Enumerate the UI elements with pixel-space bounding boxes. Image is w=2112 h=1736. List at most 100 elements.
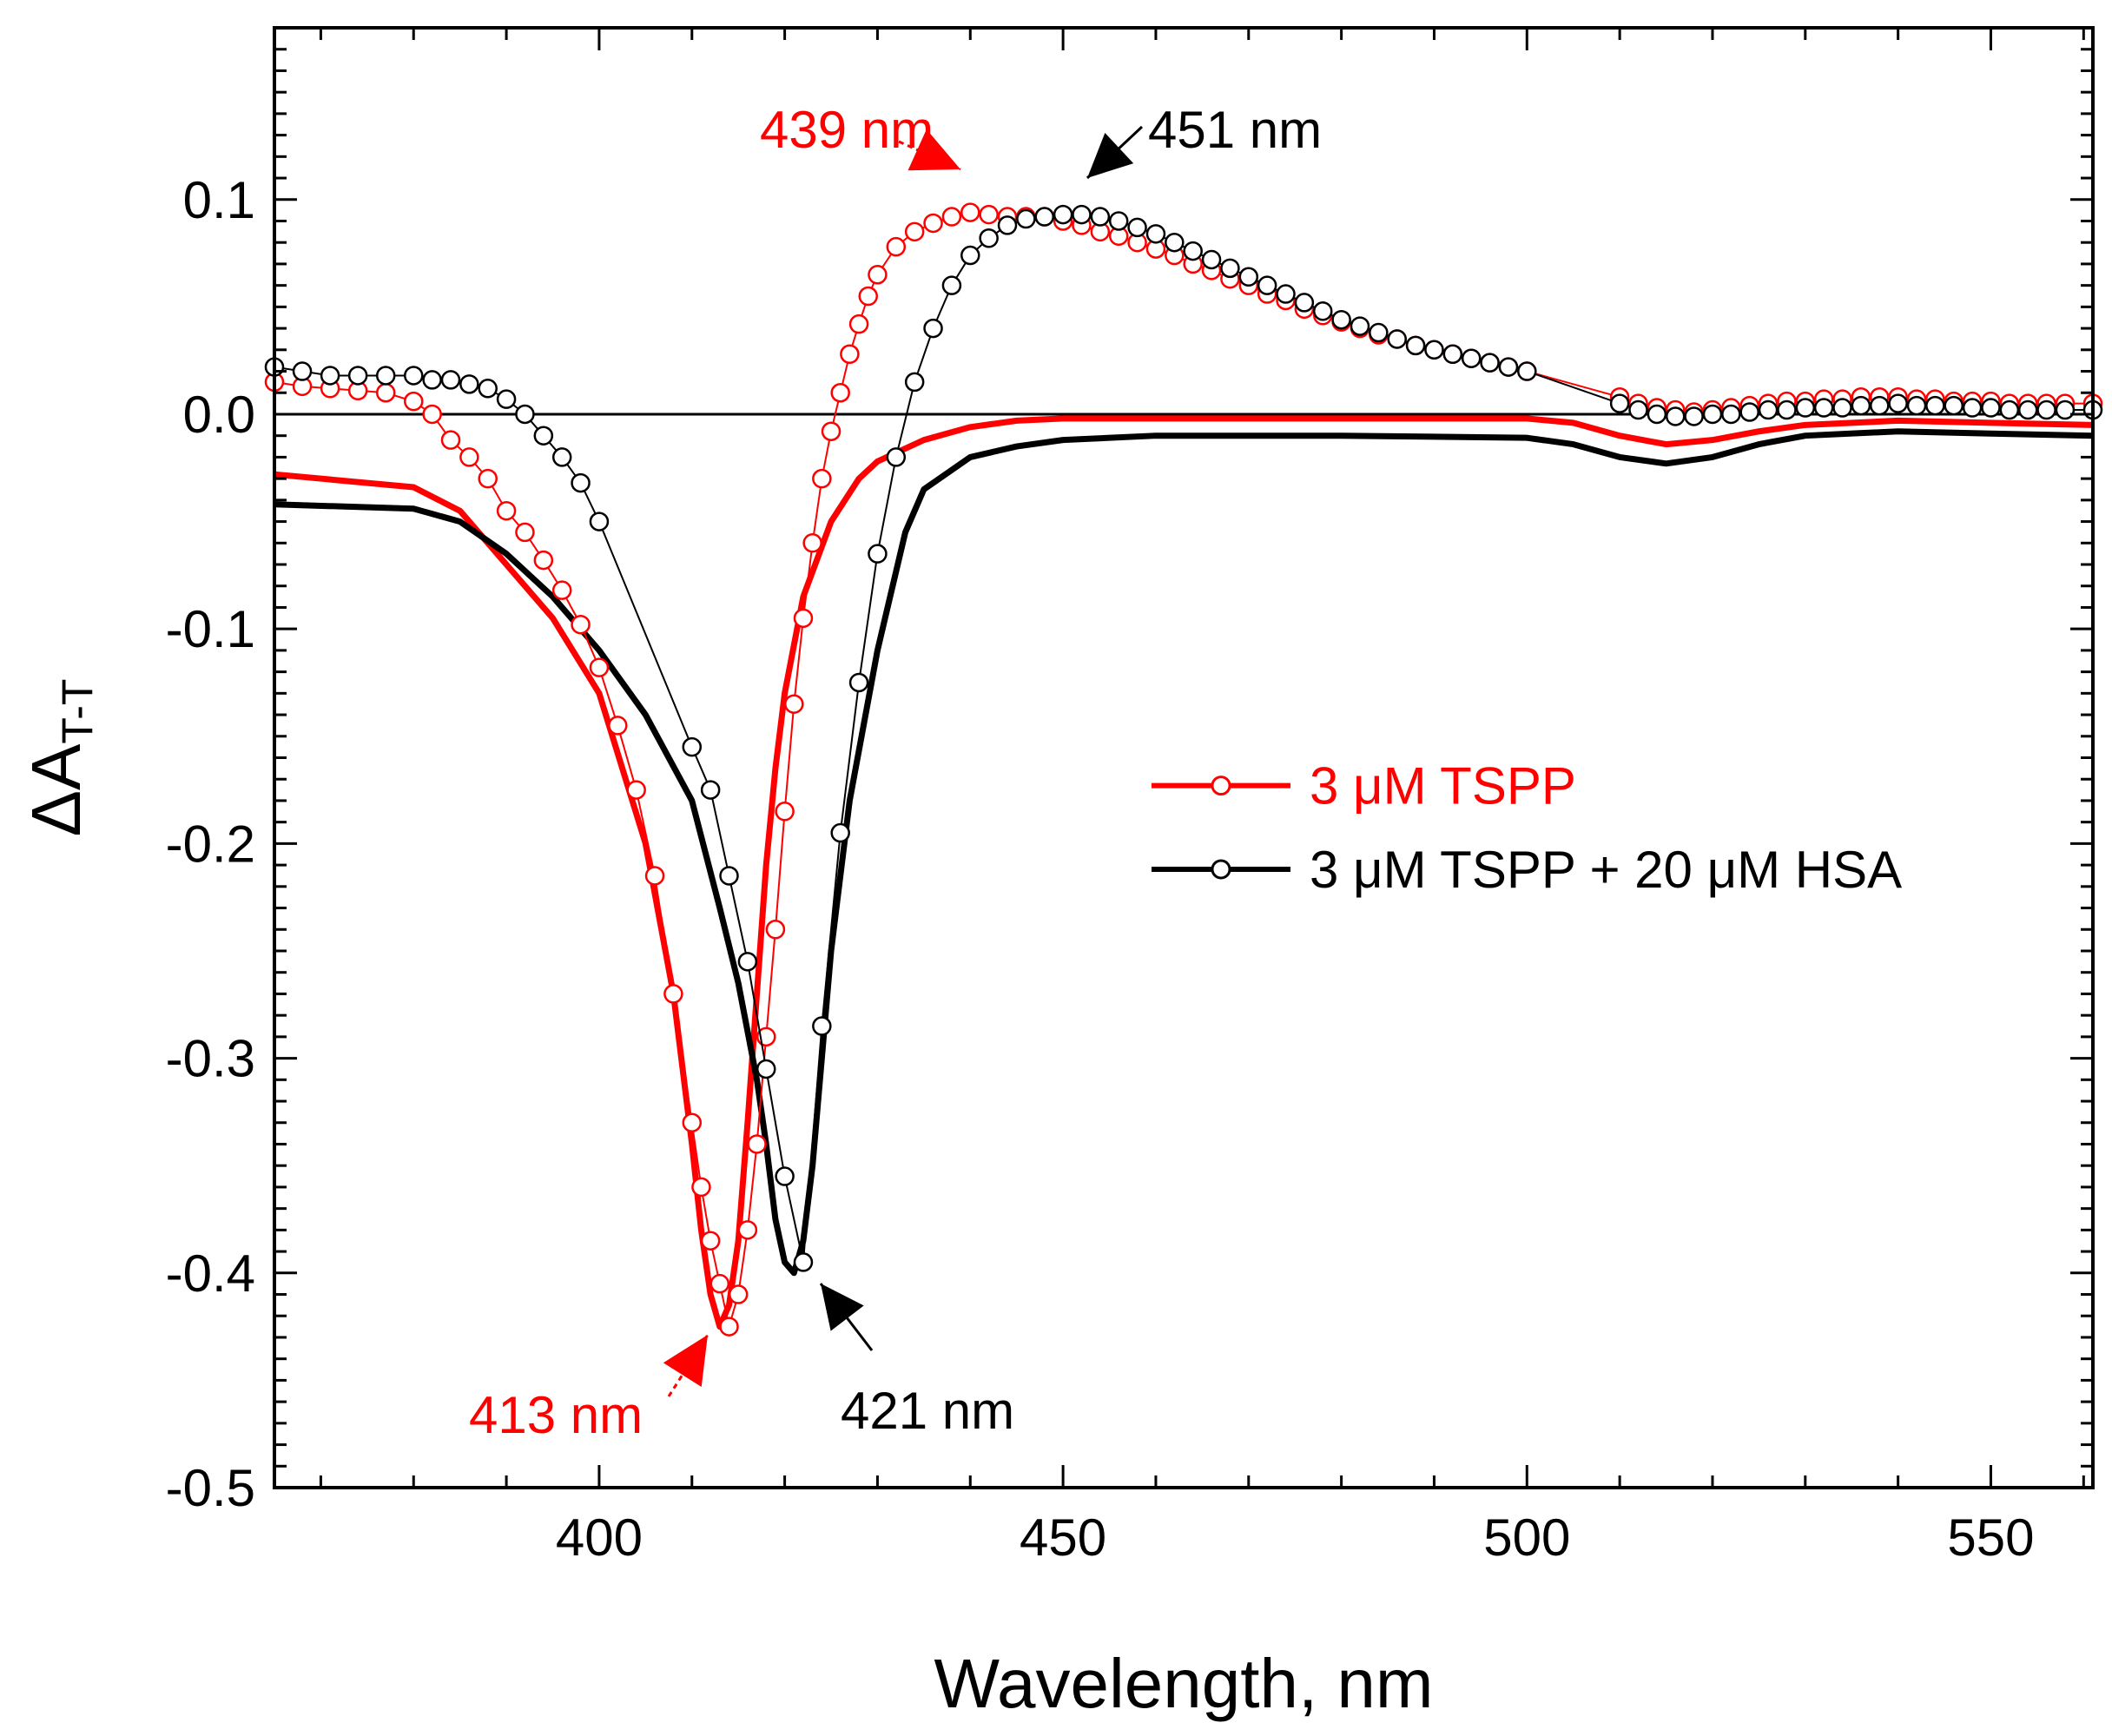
- series-line-solid-0: [274, 415, 2094, 1330]
- y-tick-label: -0.5: [166, 1459, 255, 1517]
- data-point: [459, 374, 479, 394]
- data-point: [2055, 399, 2076, 420]
- data-point: [1944, 395, 1964, 416]
- x-tick-label: 450: [1020, 1508, 1106, 1567]
- data-point: [793, 608, 814, 629]
- annotation-layer: 439 nm 451 nm 413 nm 421 nm: [469, 101, 1322, 1444]
- data-point: [551, 580, 572, 600]
- data-point: [830, 822, 850, 843]
- annotation-label: 451 nm: [1148, 101, 1322, 159]
- data-point: [784, 694, 804, 714]
- series-line-marker-2: [274, 211, 2093, 1327]
- data-point: [375, 383, 396, 403]
- data-point: [422, 404, 442, 425]
- data-point: [1480, 353, 1500, 373]
- data-point: [1369, 322, 1389, 343]
- data-point: [1665, 406, 1686, 426]
- data-point: [1925, 395, 1945, 416]
- data-point: [747, 1134, 767, 1154]
- data-point: [793, 1252, 814, 1272]
- data-point: [1294, 293, 1315, 313]
- data-point: [1684, 406, 1704, 426]
- data-point: [496, 389, 517, 409]
- data-point: [979, 204, 999, 225]
- data-point: [589, 512, 610, 531]
- data-point: [422, 370, 442, 390]
- data-point: [1721, 404, 1741, 425]
- data-point: [682, 1112, 703, 1132]
- data-point: [1906, 395, 1927, 416]
- data-point: [1498, 357, 1519, 377]
- legend-label-hsa: 3 μM TSPP + 20 μM HSA: [1310, 841, 1902, 899]
- data-point: [812, 468, 832, 489]
- annotation-arrowhead: [663, 1335, 708, 1388]
- data-point: [644, 866, 665, 886]
- data-point: [515, 404, 535, 425]
- data-point: [691, 1177, 711, 1198]
- series-line-solid-1: [274, 428, 2094, 1277]
- data-point: [1053, 204, 1073, 225]
- data-point: [868, 265, 888, 285]
- data-point: [1851, 395, 1871, 416]
- data-point: [404, 366, 424, 386]
- data-point: [515, 522, 535, 543]
- data-point: [700, 1231, 721, 1251]
- data-point: [375, 366, 396, 386]
- data-point: [1257, 275, 1277, 295]
- data-point: [858, 286, 879, 307]
- data-point: [533, 550, 554, 571]
- data-point: [1702, 404, 1723, 425]
- data-point: [626, 780, 646, 800]
- data-point: [2036, 399, 2056, 420]
- y-axis-title: ΔAT-T: [17, 679, 102, 837]
- legend-label-tspp: 3 μM TSPP: [1310, 757, 1576, 815]
- data-point: [1609, 393, 1630, 413]
- annotation-label: 421 nm: [841, 1382, 1014, 1440]
- data-point: [440, 430, 461, 450]
- data-point: [1201, 249, 1222, 270]
- data-point: [2017, 399, 2038, 420]
- data-point: [1165, 232, 1185, 253]
- data-point: [1034, 207, 1054, 227]
- annotation-arrowhead: [908, 129, 960, 171]
- annotation-label: 413 nm: [469, 1386, 643, 1444]
- tick-layer: 400 450 500 550 -0.5 -0.4 -0.3 -0.2 -0.1 0.0 0.1: [166, 28, 2093, 1567]
- data-point: [765, 920, 786, 940]
- data-point: [719, 866, 739, 886]
- data-point: [756, 1059, 776, 1079]
- data-point: [496, 500, 517, 521]
- series-layer: [264, 202, 2103, 1337]
- data-point: [608, 716, 628, 736]
- data-point: [997, 215, 1018, 235]
- data-point: [1108, 211, 1129, 231]
- data-point: [347, 366, 368, 386]
- annotation-arrowhead: [1087, 133, 1134, 178]
- data-point: [1350, 316, 1370, 336]
- data-point: [1331, 309, 1351, 330]
- y-tick-label: -0.4: [166, 1244, 255, 1303]
- data-point: [404, 391, 424, 412]
- data-point: [941, 207, 962, 227]
- y-tick-label: 0.0: [183, 386, 255, 444]
- data-point: [1183, 241, 1203, 261]
- data-point: [1813, 398, 1834, 418]
- y-tick-label: -0.2: [166, 815, 255, 873]
- data-point: [886, 447, 907, 467]
- data-point: [1999, 399, 2020, 420]
- data-point: [1795, 398, 1816, 418]
- data-point: [1016, 208, 1036, 229]
- data-point: [1238, 267, 1259, 287]
- x-axis-title: Wavelength, nm: [934, 1645, 1433, 1722]
- data-point: [1647, 404, 1667, 425]
- data-point: [775, 1166, 795, 1186]
- data-point: [848, 314, 869, 334]
- data-point: [868, 544, 888, 564]
- data-point: [1072, 204, 1092, 225]
- data-point: [700, 780, 721, 800]
- data-point: [821, 421, 842, 441]
- data-point: [979, 228, 999, 248]
- y-axis-title-main: ΔA: [17, 743, 95, 836]
- legend: 3 μM TSPP 3 μM TSPP + 20 μM HSA: [1152, 757, 1902, 899]
- data-point: [478, 379, 498, 399]
- data-point: [440, 370, 461, 390]
